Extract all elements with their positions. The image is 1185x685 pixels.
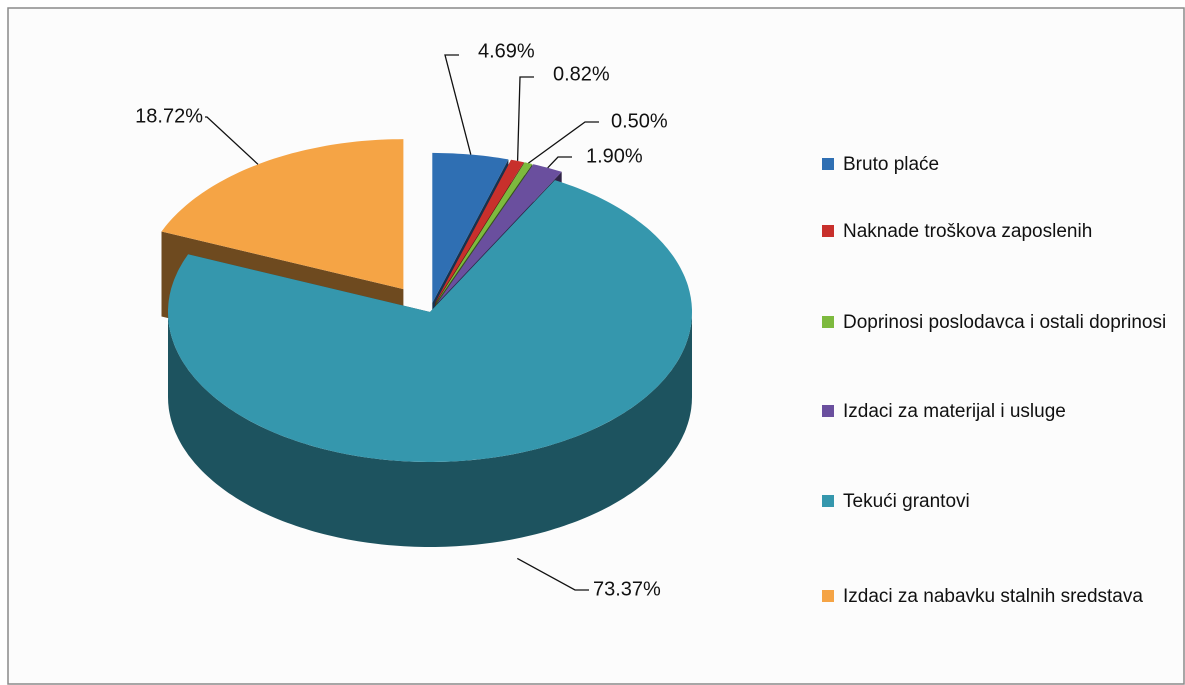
- legend-item: Izdaci za materijal i usluge: [822, 397, 1167, 426]
- legend-label: Izdaci za materijal i usluge: [843, 401, 1066, 422]
- legend-label: Bruto plaće: [843, 154, 940, 175]
- legend-item: Bruto plaće: [822, 150, 1167, 179]
- slice: [436, 164, 562, 304]
- legend-swatch: [822, 225, 834, 237]
- legend-item: Naknade troškova zaposlenih: [822, 217, 1167, 246]
- leader-line: [547, 156, 572, 169]
- leader-line: [516, 76, 534, 161]
- data-label: 73.37%: [593, 578, 661, 600]
- slice: [435, 159, 524, 304]
- legend-swatch: [822, 495, 834, 507]
- slice: [168, 180, 692, 462]
- legend-swatch: [822, 158, 834, 170]
- data-label: 1.90%: [586, 145, 643, 167]
- legend-item: Tekući grantovi: [822, 487, 1167, 516]
- legend-swatch: [822, 590, 834, 602]
- leader-line: [528, 121, 599, 164]
- legend-item: Izdaci za nabavku stalnih sredstava: [822, 582, 1167, 611]
- slice: [435, 162, 533, 304]
- legend-label: Izdaci za nabavku stalnih sredstava: [843, 586, 1143, 607]
- legend-label: Tekući grantovi: [843, 491, 970, 512]
- legend-label: Naknade troškova zaposlenih: [843, 221, 1093, 242]
- data-label: 0.50%: [611, 110, 668, 132]
- data-label: 18.72%: [135, 105, 203, 127]
- slice: [432, 152, 509, 303]
- legend-item: Doprinosi poslodavca i ostali doprinosi: [822, 308, 1167, 337]
- leader-line: [444, 54, 472, 155]
- slice: [161, 139, 404, 290]
- legend-label: Doprinosi poslodavca i ostali doprinosi: [843, 312, 1167, 333]
- leader-line: [205, 116, 259, 165]
- data-label: 4.69%: [478, 40, 535, 62]
- data-label: 0.82%: [553, 63, 610, 85]
- leader-line: [516, 557, 589, 591]
- slice-wall: [168, 312, 692, 547]
- legend-swatch: [822, 405, 834, 417]
- data-labels: 4.69% 0.82% 0.50% 1.90% 73.37% 18.72%: [135, 40, 668, 600]
- legend-swatch: [822, 316, 834, 328]
- slice-tops: [161, 139, 692, 462]
